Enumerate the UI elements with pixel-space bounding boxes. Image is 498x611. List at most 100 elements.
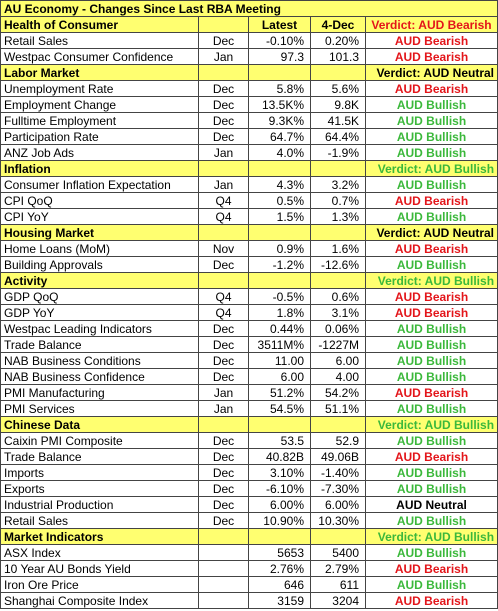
data-row: CPI YoY Q4 1.5% 1.3% AUD Bullish: [0, 208, 498, 225]
prior: 9.8K: [310, 96, 366, 113]
latest: 51.2%: [248, 384, 311, 401]
prior: 3204: [310, 592, 366, 609]
section-name: Housing Market: [0, 224, 199, 241]
latest: 0.9%: [248, 240, 311, 257]
indicator: Exports: [0, 480, 199, 497]
indicator: Industrial Production: [0, 496, 199, 513]
verdict: AUD Bullish: [364, 480, 498, 497]
cell: [310, 64, 366, 81]
data-row: GDP QoQ Q4 -0.5% 0.6% AUD Bearish: [0, 288, 498, 305]
verdict: AUD Bullish: [364, 432, 498, 449]
indicator: PMI Services: [0, 400, 199, 417]
period: Dec: [198, 432, 249, 449]
section-verdict: Verdict: AUD Neutral: [364, 64, 498, 81]
prior: 5400: [310, 544, 366, 561]
data-row: Iron Ore Price 646 611 AUD Bullish: [0, 576, 498, 593]
indicator: Iron Ore Price: [0, 576, 199, 593]
latest: 0.5%: [248, 192, 311, 209]
section-verdict: Verdict: AUD Neutral: [364, 224, 498, 241]
data-row: Westpac Leading Indicators Dec 0.44% 0.06% A…: [0, 320, 498, 337]
period: Dec: [198, 448, 249, 465]
latest: 3.10%: [248, 464, 311, 481]
data-row: Fulltime Employment Dec 9.3K% 41.5K AUD Bull…: [0, 112, 498, 129]
cell: [248, 272, 311, 289]
prior: 0.06%: [310, 320, 366, 337]
verdict: AUD Bearish: [364, 240, 498, 257]
data-row: Westpac Consumer Confidence Jan 97.3 101.3 A…: [0, 48, 498, 65]
latest: 10.90%: [248, 512, 311, 529]
verdict: AUD Bearish: [364, 448, 498, 465]
cell: [198, 160, 249, 177]
prior: 6.00: [310, 352, 366, 369]
data-row: Retail Sales Dec -0.10% 0.20% AUD Bearish: [0, 32, 498, 49]
prior: 10.30%: [310, 512, 366, 529]
verdict: AUD Bullish: [364, 112, 498, 129]
period: Q4: [198, 208, 249, 225]
period: Dec: [198, 368, 249, 385]
latest: 5.8%: [248, 80, 311, 97]
cell: [198, 544, 249, 561]
section-name: Inflation: [0, 160, 199, 177]
prior: 41.5K: [310, 112, 366, 129]
data-row: Retail Sales Dec 10.90% 10.30% AUD Bullish: [0, 512, 498, 529]
cell: [198, 528, 249, 545]
prior: 0.7%: [310, 192, 366, 209]
period: Dec: [198, 80, 249, 97]
period: Dec: [198, 464, 249, 481]
prior: 52.9: [310, 432, 366, 449]
verdict: AUD Bearish: [364, 48, 498, 65]
indicator: Employment Change: [0, 96, 199, 113]
title: AU Economy - Changes Since Last RBA Meet…: [0, 0, 498, 17]
latest: 1.8%: [248, 304, 311, 321]
indicator: ASX Index: [0, 544, 199, 561]
data-row: Trade Balance Dec 3511M% -1227M AUD Bullish: [0, 336, 498, 353]
cell: [310, 272, 366, 289]
data-row: NAB Business Confidence Dec 6.00 4.00 AUD Bu…: [0, 368, 498, 385]
verdict: AUD Bullish: [364, 576, 498, 593]
indicator: Participation Rate: [0, 128, 199, 145]
section-row: Housing Market Verdict: AUD Neutral: [0, 224, 498, 241]
period: Dec: [198, 496, 249, 513]
prior: 54.2%: [310, 384, 366, 401]
verdict: AUD Bearish: [364, 384, 498, 401]
data-row: PMI Services Jan 54.5% 51.1% AUD Bullish: [0, 400, 498, 417]
verdict: AUD Bearish: [364, 32, 498, 49]
section-name: Labor Market: [0, 64, 199, 81]
period: Dec: [198, 336, 249, 353]
data-row: Unemployment Rate Dec 5.8% 5.6% AUD Bearish: [0, 80, 498, 97]
data-row: ASX Index 5653 5400 AUD Bullish: [0, 544, 498, 561]
section-name: Chinese Data: [0, 416, 199, 433]
prior: 611: [310, 576, 366, 593]
cell: [198, 416, 249, 433]
indicator: Retail Sales: [0, 32, 199, 49]
verdict: AUD Bearish: [364, 304, 498, 321]
prior: 101.3: [310, 48, 366, 65]
data-row: ANZ Job Ads Jan 4.0% -1.9% AUD Bullish: [0, 144, 498, 161]
period: Jan: [198, 400, 249, 417]
prior: 0.20%: [310, 32, 366, 49]
indicator: Imports: [0, 464, 199, 481]
data-row: CPI QoQ Q4 0.5% 0.7% AUD Bearish: [0, 192, 498, 209]
column-header: Latest: [248, 16, 311, 33]
latest: 4.0%: [248, 144, 311, 161]
prior: 1.6%: [310, 240, 366, 257]
indicator: Trade Balance: [0, 448, 199, 465]
prior: 2.79%: [310, 560, 366, 577]
indicator: NAB Business Confidence: [0, 368, 199, 385]
cell: [310, 416, 366, 433]
prior: 49.06B: [310, 448, 366, 465]
section-name: Health of Consumer: [0, 16, 199, 33]
cell: [198, 16, 249, 33]
section-row: Market Indicators Verdict: AUD Bullish: [0, 528, 498, 545]
latest: 9.3K%: [248, 112, 311, 129]
section-row: Inflation Verdict: AUD Bullish: [0, 160, 498, 177]
indicator: GDP QoQ: [0, 288, 199, 305]
period: Q4: [198, 192, 249, 209]
data-row: 10 Year AU Bonds Yield 2.76% 2.79% AUD Bear…: [0, 560, 498, 577]
period: Jan: [198, 144, 249, 161]
period: Jan: [198, 384, 249, 401]
data-row: Industrial Production Dec 6.00% 6.00% AUD Ne…: [0, 496, 498, 513]
prior: 6.00%: [310, 496, 366, 513]
data-row: Shanghai Composite Index 3159 3204 AUD Bear…: [0, 592, 498, 609]
